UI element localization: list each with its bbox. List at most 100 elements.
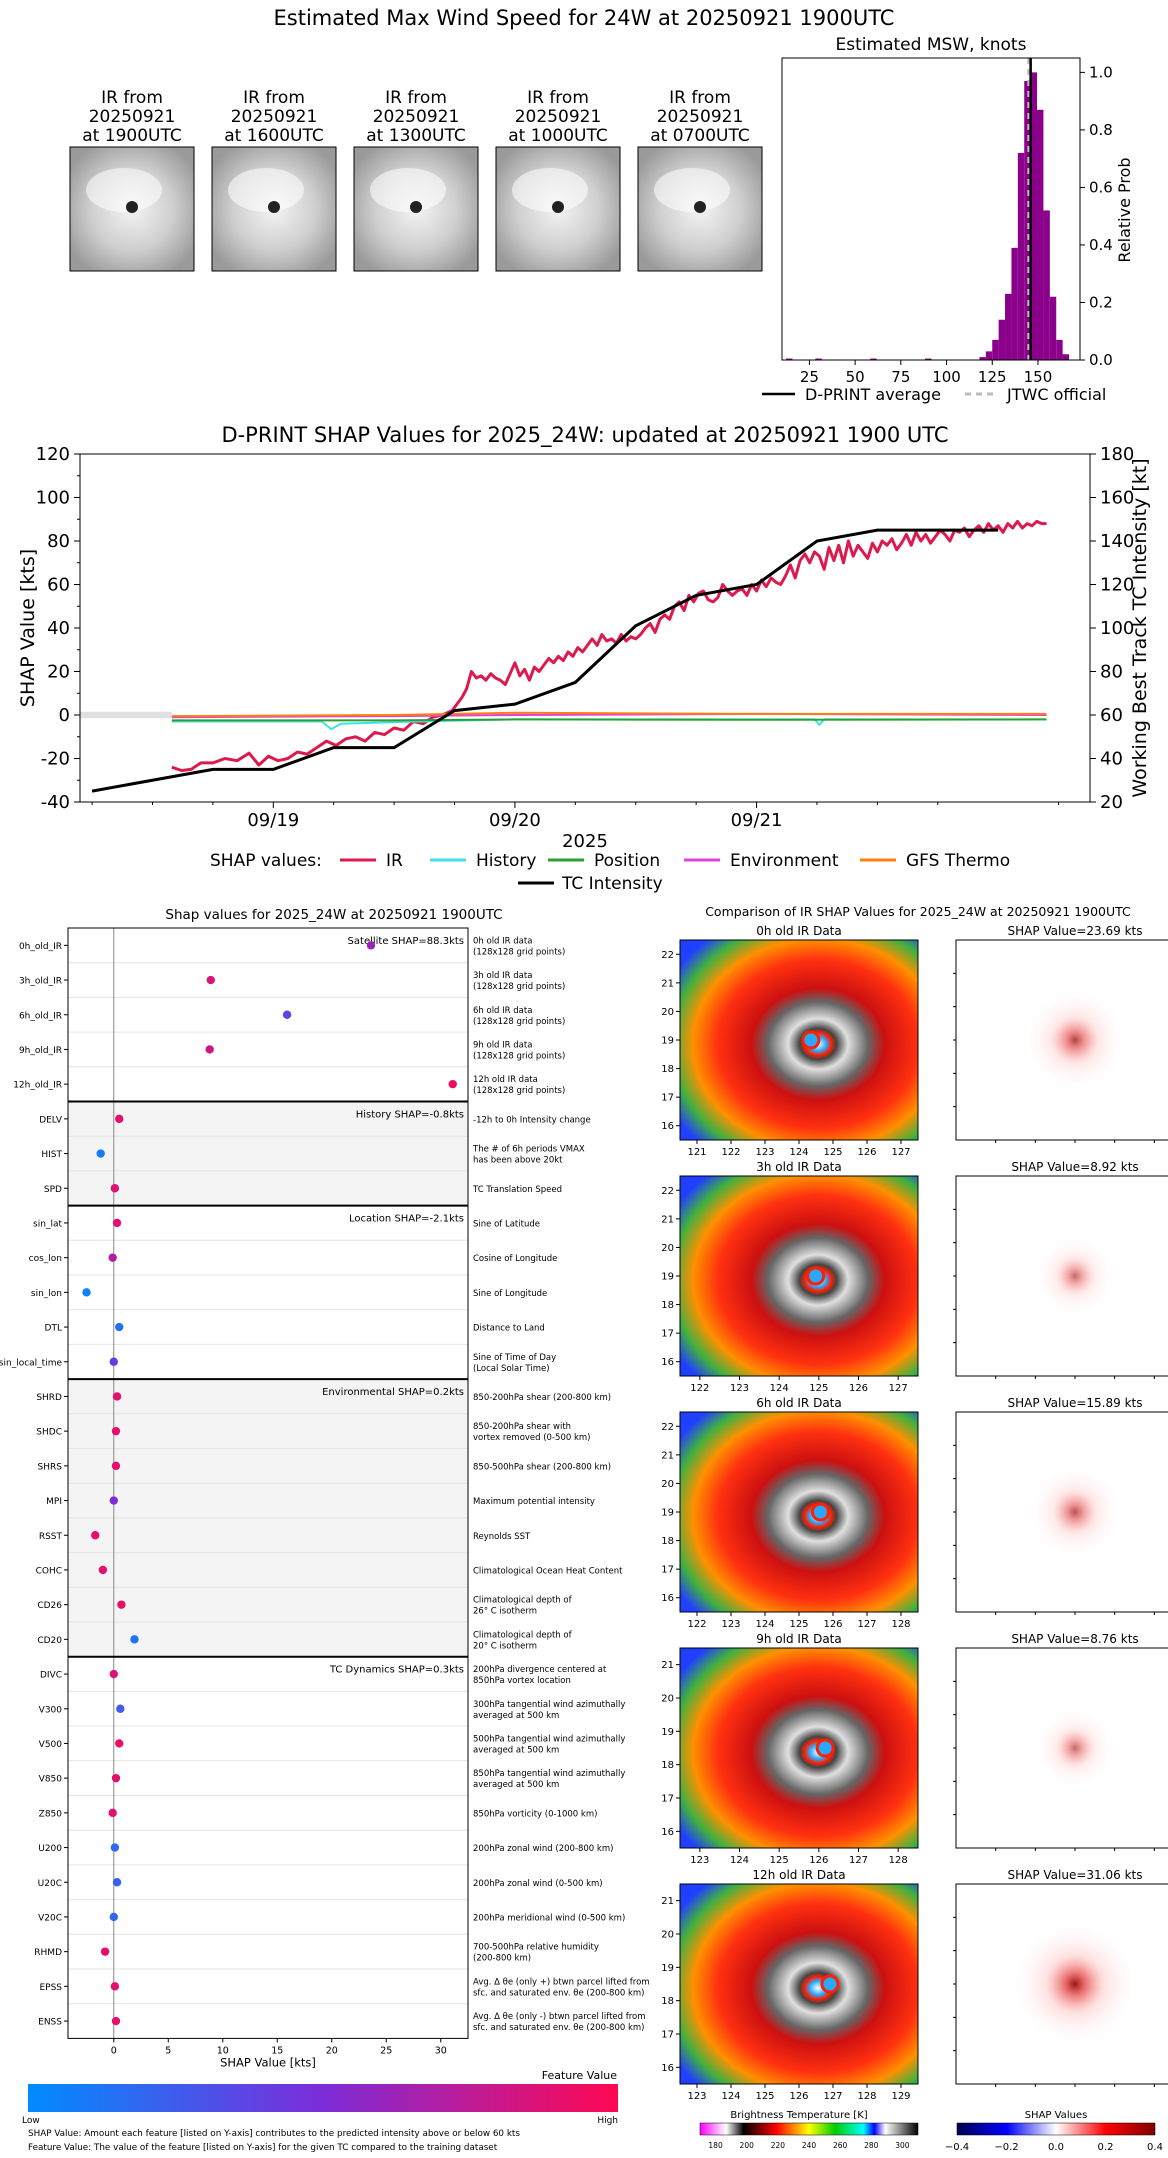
shap-colorbar-tick: −0.2 [994,2142,1018,2153]
storm-eye [694,201,706,213]
y2-tick-label: 160 [1100,488,1134,509]
shap-colorbar [956,2122,1156,2136]
feature-name: V20C [38,1913,62,1923]
y-tick-label: 60 [47,575,70,596]
feature-description: sfc. and saturated env. θe (200-800 km) [473,2023,645,2033]
bt-colorbar-title: Brightness Temperature [K] [730,2110,867,2121]
y-tick-label: 20 [661,1930,674,1941]
x-tick-label: 123 [721,1619,740,1630]
feature-dot [108,1808,117,1818]
feature-description: Maximum potential intensity [473,1497,595,1507]
x-tick-label: 15 [271,2045,283,2056]
y-tick-label: 21 [661,978,674,989]
shap-colorbar-tick: 0.2 [1098,2142,1114,2153]
feature-description: (128x128 grid points) [473,947,565,957]
feature-name: SPD [44,1185,62,1195]
feature-dot [91,1531,100,1540]
x-tick-label: 5 [165,2045,171,2056]
ir-panel-title: 3h old IR Data [756,1160,842,1174]
histogram-bar [1024,81,1031,360]
bt-colorbar [699,2122,919,2136]
x-tick-label: 129 [891,2091,910,2102]
feature-name: Z850 [39,1809,63,1819]
feature-description: (128x128 grid points) [473,1017,565,1027]
thumbnail-label: 20250921 [515,107,602,127]
y-tick-label: 80 [47,531,70,552]
feature-description: vortex removed (0-500 km) [473,1433,590,1443]
feature-description: (200-800 km) [473,1954,531,1964]
x-tick-label: 50 [846,368,865,386]
feature-description: 200hPa divergence centered at [473,1665,607,1675]
bt-colorbar-tick: 220 [771,2141,786,2150]
legend-label-intensity: TC Intensity [561,874,663,894]
storm-eye [552,201,564,213]
y2-tick-label: 80 [1100,662,1123,683]
thumbnail-label: at 0700UTC [650,126,749,146]
shap-panel-title: SHAP Value=23.69 kts [1008,924,1143,938]
feature-name: EPSS [39,1983,62,1993]
bt-colorbar-tick: 300 [895,2141,910,2150]
feature-name: DELV [39,1115,63,1125]
x-tick-label: 126 [849,1383,868,1394]
feature-dot [109,1669,118,1679]
feature-description: has been above 20kt [473,1156,563,1166]
storm-eye [410,201,422,213]
colorbar-high-label: High [597,2116,618,2126]
feature-dot [109,1912,118,1922]
feature-description: 850-500hPa shear (200-800 km) [473,1462,611,1472]
feature-description: (128x128 grid points) [473,1086,565,1096]
storm-eye [810,1502,830,1522]
feature-description: Sine of Time of Day [473,1353,556,1363]
feature-name: SHRD [36,1393,62,1403]
y-tick-label: 21 [661,1896,674,1907]
x-tick-label: 125 [770,1855,789,1866]
feature-description: 300hPa tangential wind azimuthally [473,1700,625,1710]
shap-feature-chart: Shap values for 2025_24W at 20250921 190… [0,907,650,2153]
y-tick-label: 20 [661,1007,674,1018]
y-tick-label: 16 [661,1357,674,1368]
thumbnail-label: 20250921 [373,107,460,127]
timeseries-title: D-PRINT SHAP Values for 2025_24W: update… [221,423,948,448]
group-title: History SHAP=-0.8kts [356,1110,464,1121]
y-tick-label: 18 [661,1300,674,1311]
y-tick-label: 20 [661,1479,674,1490]
feature-description: averaged at 500 km [473,1780,559,1790]
ir-map [679,939,919,1141]
x-tick-label: 127 [857,1619,876,1630]
y-tick-label: 21 [661,1214,674,1225]
colorbar-title: Feature Value [542,2069,618,2082]
x-tick-label: 126 [823,1619,842,1630]
histogram-bar [1011,247,1018,360]
cloud-band [512,168,588,212]
y-tick-label: 18 [661,1536,674,1547]
y-tick-label: 16 [661,1593,674,1604]
feature-description: averaged at 500 km [473,1711,559,1721]
feature-description: 850-200hPa shear (200-800 km) [473,1393,611,1403]
shap-panel-title: SHAP Value=31.06 kts [1008,1868,1143,1882]
ir-panel-title: 6h old IR Data [756,1396,842,1410]
x-tick-label: 125 [823,1147,842,1158]
feature-dot [100,1947,110,1956]
x-tick-label: 25 [800,368,819,386]
group-title: Environmental SHAP=0.2kts [322,1387,464,1398]
feature-dot [116,1704,125,1713]
shap-panel-title: SHAP Value=8.76 kts [1011,1632,1138,1646]
histogram-frame [781,57,1081,361]
y2-tick-label: 100 [1100,618,1134,639]
y-tick-label: 17 [661,1565,674,1576]
histogram-bar [786,358,793,360]
feature-name: 6h_old_IR [19,1011,62,1021]
x-tick-label: 123 [690,1855,709,1866]
thumbnail-label: at 1600UTC [224,126,323,146]
feature-name: U20C [38,1879,62,1889]
histogram-bar [992,339,999,360]
histogram-bar [985,351,993,360]
y-tick-label: 17 [661,1329,674,1340]
histogram-bar [925,358,932,360]
feature-description: 200hPa meridional wind (0-500 km) [473,1913,625,1923]
y-tick-label: 120 [36,444,70,465]
feature-dot [117,1600,126,1609]
thumbnail-label: at 1000UTC [508,126,607,146]
group-title: Location SHAP=-2.1kts [349,1214,464,1225]
y-tick-label: 19 [661,1272,674,1283]
